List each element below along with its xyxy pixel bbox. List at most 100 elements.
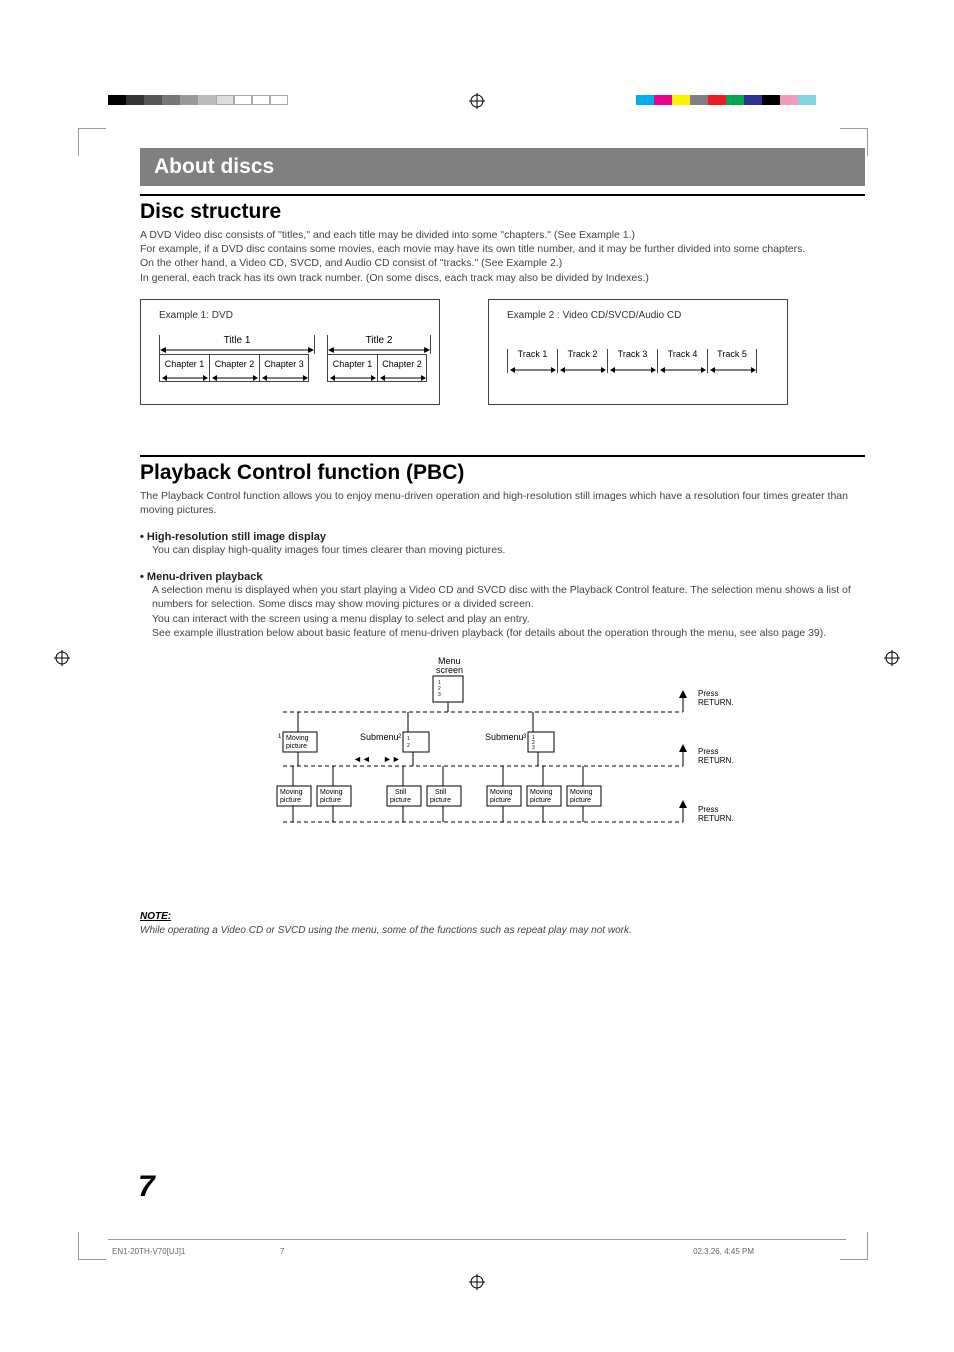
- svg-text:Press: Press: [698, 805, 718, 814]
- text: Track 4: [668, 349, 698, 359]
- heading-pbc: Playback Control function (PBC): [140, 461, 865, 485]
- double-arrow-icon: [328, 346, 430, 354]
- svg-text:picture: picture: [280, 797, 301, 804]
- track-cell: Track 5: [707, 349, 757, 373]
- svg-text:3: 3: [532, 745, 535, 751]
- svg-text:Moving: Moving: [320, 789, 343, 796]
- svg-text:picture: picture: [530, 797, 551, 804]
- bullet-1-body: You can display high-quality images four…: [152, 543, 865, 557]
- svg-text:picture: picture: [490, 797, 511, 804]
- example-2-box: Example 2 : Video CD/SVCD/Audio CD Track…: [488, 299, 788, 405]
- divider: [140, 194, 865, 196]
- track-cell: Track 1: [507, 349, 557, 373]
- body-text: A DVD Video disc consists of "titles," a…: [140, 228, 865, 285]
- svg-text:2: 2: [398, 734, 402, 740]
- svg-text:RETURN.: RETURN.: [698, 756, 734, 765]
- svg-text:Press: Press: [698, 689, 718, 698]
- text: In general, each track has its own track…: [140, 272, 649, 284]
- svg-text:RETURN.: RETURN.: [698, 814, 734, 823]
- registration-mark-right: [884, 650, 900, 666]
- text: Chapter 2: [215, 359, 255, 369]
- text: Track 5: [717, 349, 747, 359]
- svg-text:Moving: Moving: [530, 789, 553, 796]
- double-arrow-icon: [212, 374, 258, 382]
- bullet-2-body: A selection menu is displayed when you s…: [152, 583, 865, 640]
- text: On the other hand, a Video CD, SVCD, and…: [140, 257, 562, 269]
- text: Track 3: [618, 349, 648, 359]
- text: A DVD Video disc consists of "titles," a…: [140, 229, 635, 241]
- svg-text:picture: picture: [320, 797, 341, 804]
- heading-disc-structure: Disc structure: [140, 200, 865, 224]
- footer-file: EN1-20TH-V70[UJ]1: [112, 1247, 185, 1256]
- title-1-label: Title 1: [160, 335, 314, 346]
- footer-timestamp: 02.3.26, 4:45 PM: [693, 1247, 754, 1256]
- color-bar: [636, 95, 816, 105]
- note-label: NOTE:: [140, 911, 865, 922]
- text: You can interact with the screen using a…: [152, 613, 530, 625]
- svg-text:◄◄: ◄◄: [353, 754, 371, 764]
- svg-text:Still: Still: [435, 789, 447, 796]
- svg-text:picture: picture: [390, 797, 411, 804]
- crop-mark: [840, 1232, 868, 1260]
- pbc-diagram: Menu screen 123 Press RETURN. 1: [253, 654, 753, 889]
- svg-text:Submenu: Submenu: [360, 732, 399, 742]
- svg-text:Press: Press: [698, 747, 718, 756]
- svg-text:screen: screen: [436, 665, 463, 675]
- registration-mark-left: [54, 650, 70, 666]
- double-arrow-icon: [660, 366, 706, 374]
- svg-text:1: 1: [407, 736, 410, 742]
- svg-text:►►: ►►: [383, 754, 401, 764]
- double-arrow-icon: [160, 346, 314, 354]
- registration-mark-top: [469, 93, 485, 109]
- svg-text:3: 3: [523, 734, 527, 740]
- text: Track 2: [568, 349, 598, 359]
- text: Chapter 3: [264, 359, 304, 369]
- text: A selection menu is displayed when you s…: [152, 584, 851, 610]
- crop-mark: [78, 128, 106, 156]
- text: Chapter 2: [382, 359, 422, 369]
- svg-text:Moving: Moving: [286, 735, 309, 742]
- print-marks: [0, 95, 954, 109]
- section-title-bar: About discs: [140, 148, 865, 186]
- svg-text:picture: picture: [430, 797, 451, 804]
- track-cell: Track 3: [607, 349, 657, 373]
- registration-mark-bottom: [469, 1274, 485, 1290]
- double-arrow-icon: [262, 374, 308, 382]
- chapter-cell: Chapter 2: [377, 354, 427, 382]
- svg-text:Still: Still: [395, 789, 407, 796]
- double-arrow-icon: [510, 366, 556, 374]
- chapter-cell: Chapter 3: [259, 354, 309, 382]
- footer-divider: [108, 1239, 846, 1240]
- example-1-label: Example 1: DVD: [159, 310, 421, 321]
- text: For example, if a DVD disc contains some…: [140, 243, 805, 255]
- svg-text:picture: picture: [570, 797, 591, 804]
- footer-page: 7: [280, 1247, 284, 1256]
- page-number: 7: [138, 1170, 155, 1204]
- double-arrow-icon: [560, 366, 606, 374]
- track-cell: Track 2: [557, 349, 607, 373]
- bullet-1-title: • High-resolution still image display: [140, 531, 865, 543]
- title-2-label: Title 2: [328, 335, 430, 346]
- svg-text:3: 3: [438, 692, 441, 698]
- examples-row: Example 1: DVD Title 1 Chapter 1: [140, 299, 865, 405]
- svg-text:picture: picture: [286, 743, 307, 750]
- example-2-label: Example 2 : Video CD/SVCD/Audio CD: [507, 310, 769, 321]
- svg-text:Moving: Moving: [280, 789, 303, 796]
- chapter-cell: Chapter 2: [209, 354, 259, 382]
- double-arrow-icon: [710, 366, 756, 374]
- grayscale-bar: [108, 95, 288, 105]
- svg-text:Moving: Moving: [490, 789, 513, 796]
- chapter-cell: Chapter 1: [327, 354, 377, 382]
- svg-text:2: 2: [407, 743, 410, 749]
- double-arrow-icon: [610, 366, 656, 374]
- text: Chapter 1: [333, 359, 373, 369]
- svg-text:1: 1: [278, 734, 282, 740]
- svg-text:RETURN.: RETURN.: [698, 698, 734, 707]
- example-1-box: Example 1: DVD Title 1 Chapter 1: [140, 299, 440, 405]
- double-arrow-icon: [380, 374, 426, 382]
- divider: [140, 455, 865, 457]
- body-text: The Playback Control function allows you…: [140, 489, 865, 517]
- text: Chapter 1: [165, 359, 205, 369]
- bullet-2-title: • Menu-driven playback: [140, 571, 865, 583]
- double-arrow-icon: [162, 374, 208, 382]
